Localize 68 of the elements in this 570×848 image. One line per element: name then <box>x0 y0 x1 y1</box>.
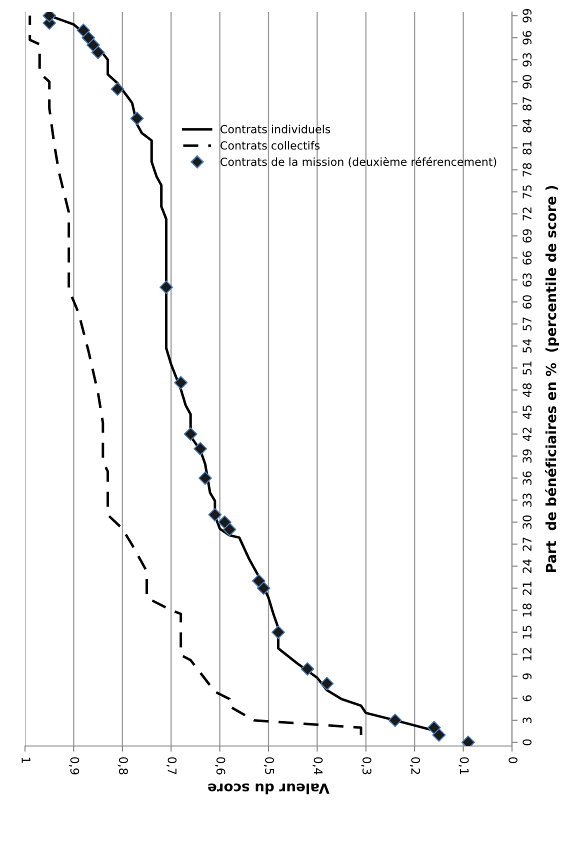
x-tick-label: 0,8 <box>118 757 128 774</box>
x-tick-label: 0,3 <box>361 757 372 774</box>
y-tick-label: 69 <box>522 229 532 243</box>
y-tick-label: 3 <box>522 718 532 724</box>
y-tick-label: 99 <box>522 8 532 22</box>
y-tick-label: 51 <box>522 362 532 375</box>
x-tick-label: 0,2 <box>410 757 420 774</box>
x-tick-label: 0 <box>508 757 518 764</box>
y-axis-title: Part de bénéficiaires en % (percentile de score ) <box>544 186 559 572</box>
y-tick-label: 0 <box>522 739 532 746</box>
legend-label: Contrats individuels <box>220 124 330 134</box>
y-tick-label: 75 <box>522 185 532 198</box>
point <box>198 471 212 485</box>
point <box>86 38 100 52</box>
y-tick-label: 48 <box>522 383 532 397</box>
point <box>76 24 90 38</box>
y-tick-label: 66 <box>522 251 532 265</box>
x-axis-title: Valeur du score <box>208 783 330 794</box>
x-tick-label: 0,6 <box>215 757 226 774</box>
x-tick-label: 0,4 <box>312 757 323 775</box>
point <box>184 427 198 441</box>
y-tick-label: 18 <box>522 604 532 616</box>
legend-label: Contrats collectifs <box>220 141 320 150</box>
y-tick-label: 6 <box>522 695 532 702</box>
point <box>159 280 173 294</box>
y-tick-label: 27 <box>522 538 532 551</box>
point <box>252 574 266 588</box>
x-tick-label: 0,1 <box>458 757 469 774</box>
y-tick-label: 87 <box>522 97 532 110</box>
y-tick-label: 81 <box>522 141 532 154</box>
point <box>110 82 124 96</box>
point <box>320 676 334 690</box>
y-tick-label: 57 <box>522 317 532 331</box>
y-tick-label: 42 <box>522 428 532 441</box>
x-tick-label: 1 <box>22 758 30 763</box>
y-tick-label: 33 <box>522 494 532 507</box>
legend-label: Contrats de la mission (deuxième référencement) <box>220 156 496 168</box>
y-tick-label: 45 <box>522 406 532 419</box>
y-tick-label: 21 <box>522 582 532 595</box>
point <box>174 376 188 390</box>
y-tick-label: 9 <box>522 673 532 680</box>
point <box>208 508 222 522</box>
y-tick-label: 72 <box>522 208 532 220</box>
y-tick-label: 63 <box>522 273 532 287</box>
y-tick-label: 93 <box>522 53 532 66</box>
point <box>222 522 236 536</box>
x-tick-label: 0,9 <box>69 757 80 774</box>
point <box>194 442 208 456</box>
y-tick-label: 12 <box>522 648 532 660</box>
point <box>427 720 441 734</box>
x-tick-label: 0,7 <box>166 757 177 774</box>
point <box>271 625 286 639</box>
y-tick-label: 84 <box>522 118 532 132</box>
y-tick-label: 90 <box>522 75 532 88</box>
y-tick-label: 30 <box>522 515 532 529</box>
y-tick-label: 60 <box>522 295 532 309</box>
point <box>218 515 232 529</box>
y-tick-label: 54 <box>522 339 532 353</box>
point <box>300 662 314 676</box>
y-tick-label: 15 <box>522 626 532 638</box>
y-tick-label: 36 <box>522 471 532 485</box>
y-tick-label: 24 <box>522 559 532 573</box>
x-tick-label: 0,5 <box>264 757 274 774</box>
y-tick-label: 78 <box>522 163 532 176</box>
y-tick-label: 96 <box>522 30 532 44</box>
point <box>130 112 144 126</box>
point <box>388 714 402 728</box>
y-tick-label: 39 <box>522 449 532 463</box>
